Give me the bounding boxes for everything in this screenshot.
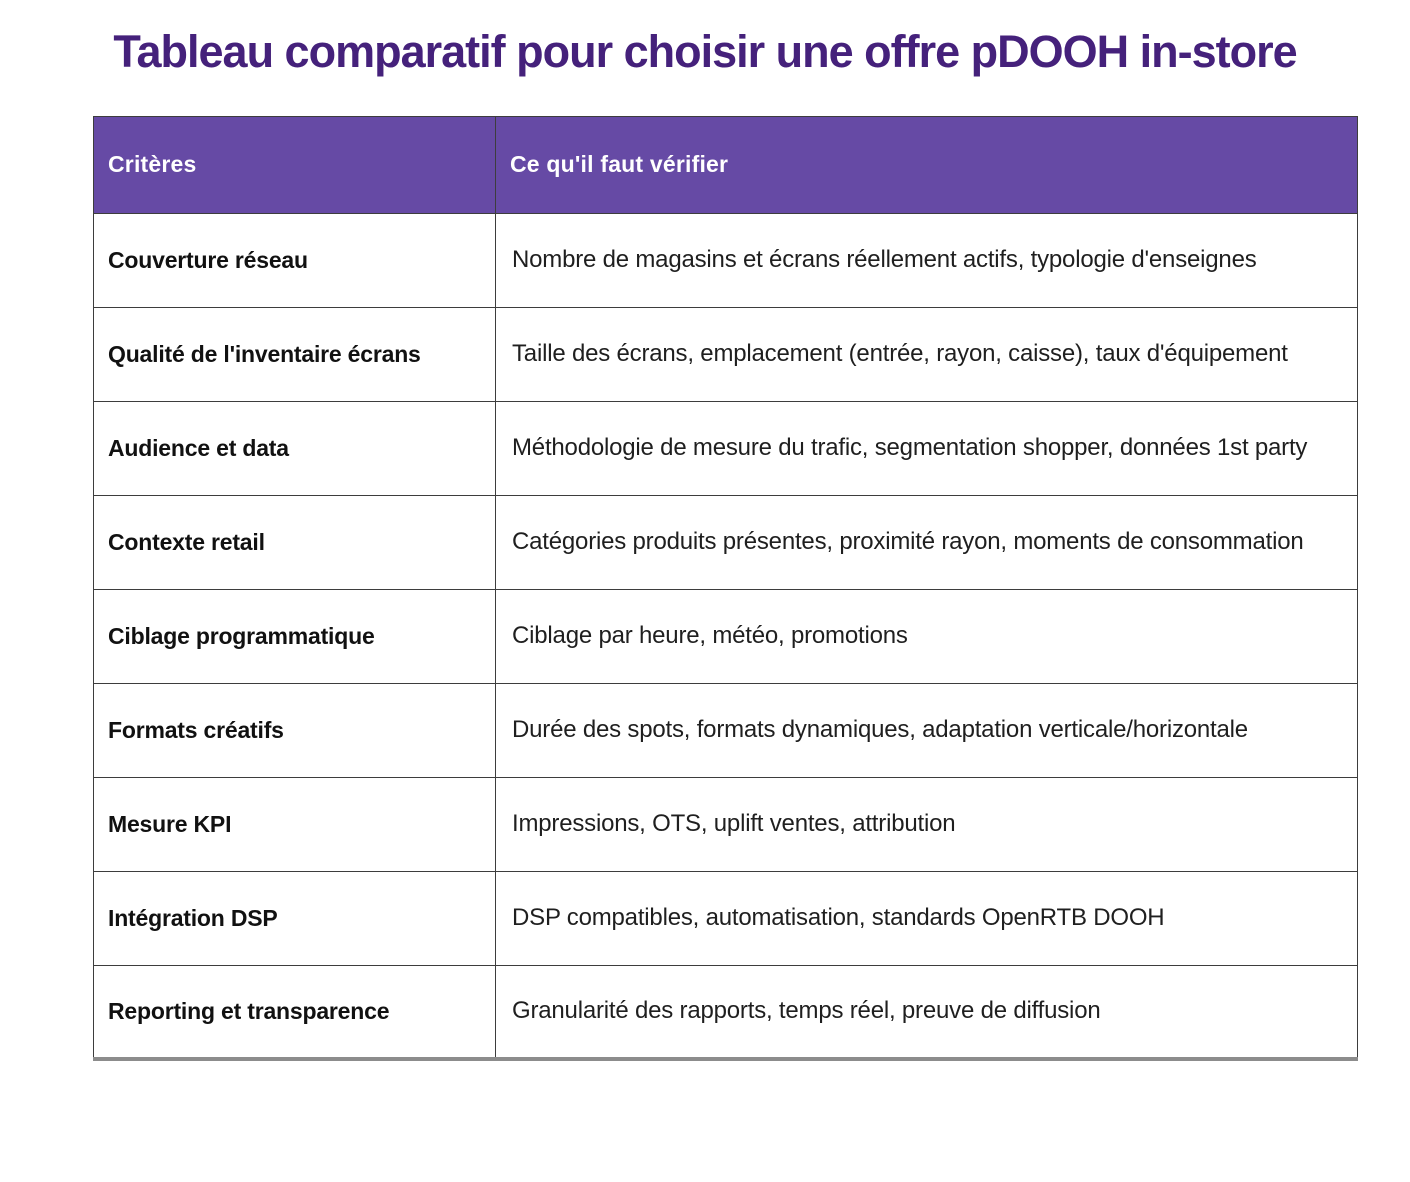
verification-cell: Nombre de magasins et écrans réellement … xyxy=(495,212,1358,308)
table-body: Couverture réseau Nombre de magasins et … xyxy=(93,212,1358,1060)
criteria-cell: Intégration DSP xyxy=(93,870,496,966)
verification-cell: DSP compatibles, automatisation, standar… xyxy=(495,870,1358,966)
verification-cell: Méthodologie de mesure du trafic, segmen… xyxy=(495,400,1358,496)
verification-cell: Granularité des rapports, temps réel, pr… xyxy=(495,964,1358,1060)
criteria-cell: Contexte retail xyxy=(93,494,496,590)
table-row: Reporting et transparence Granularité de… xyxy=(93,964,1358,1060)
column-header-verification: Ce qu'il faut vérifier xyxy=(495,115,1358,214)
table-row: Audience et data Méthodologie de mesure … xyxy=(93,400,1358,496)
column-header-criteres: Critères xyxy=(93,115,496,214)
criteria-cell: Formats créatifs xyxy=(93,682,496,778)
table-row: Couverture réseau Nombre de magasins et … xyxy=(93,212,1358,308)
criteria-cell: Ciblage programmatique xyxy=(93,588,496,684)
verification-cell: Ciblage par heure, météo, promotions xyxy=(495,588,1358,684)
page-title: Tableau comparatif pour choisir une offr… xyxy=(113,26,1297,77)
verification-cell: Durée des spots, formats dynamiques, ada… xyxy=(495,682,1358,778)
criteria-cell: Qualité de l'inventaire écrans xyxy=(93,306,496,402)
criteria-cell: Audience et data xyxy=(93,400,496,496)
table-row: Qualité de l'inventaire écrans Taille de… xyxy=(93,306,1358,402)
table-row: Ciblage programmatique Ciblage par heure… xyxy=(93,588,1358,684)
table-row: Intégration DSP DSP compatibles, automat… xyxy=(93,870,1358,966)
table-row: Formats créatifs Durée des spots, format… xyxy=(93,682,1358,778)
verification-cell: Impressions, OTS, uplift ventes, attribu… xyxy=(495,776,1358,872)
table-row: Contexte retail Catégories produits prés… xyxy=(93,494,1358,590)
criteria-cell: Mesure KPI xyxy=(93,776,496,872)
table-header: Critères Ce qu'il faut vérifier xyxy=(93,115,1358,214)
criteria-cell: Reporting et transparence xyxy=(93,964,496,1060)
verification-cell: Catégories produits présentes, proximité… xyxy=(495,494,1358,590)
verification-cell: Taille des écrans, emplacement (entrée, … xyxy=(495,306,1358,402)
comparison-table: Critères Ce qu'il faut vérifier Couvertu… xyxy=(93,115,1358,1061)
criteria-cell: Couverture réseau xyxy=(93,212,496,308)
table-row: Mesure KPI Impressions, OTS, uplift vent… xyxy=(93,776,1358,872)
header-row: Critères Ce qu'il faut vérifier xyxy=(93,115,1358,214)
